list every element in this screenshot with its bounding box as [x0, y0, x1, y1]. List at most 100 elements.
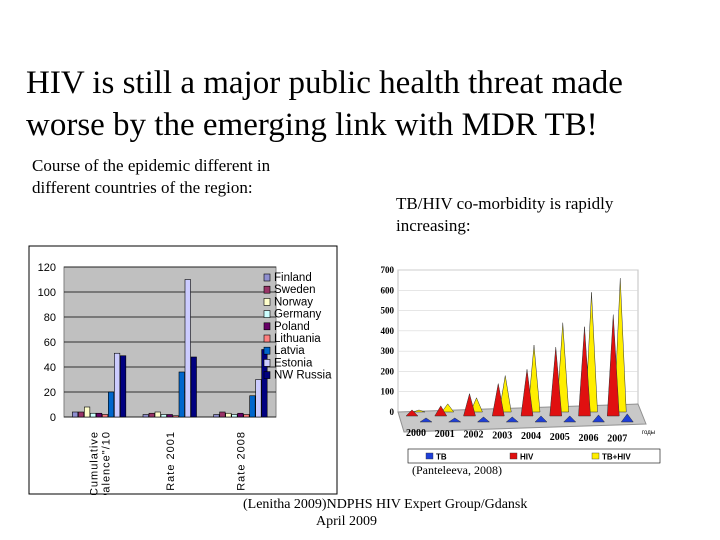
y-tick-label: 80 — [44, 312, 56, 324]
bar-estonia — [184, 279, 191, 418]
bar-germany — [160, 414, 167, 418]
peak-tb — [534, 415, 548, 423]
bar-lithuania — [102, 414, 109, 418]
x-category-label: Rate 2001 — [165, 431, 177, 491]
legend-swatch — [591, 452, 600, 460]
peak-hiv — [606, 314, 620, 417]
bar-latvia — [249, 395, 256, 418]
bar-germany — [231, 414, 238, 418]
right-caption: TB/HIV co-morbidity is rapidly increasin… — [396, 194, 614, 235]
legend-label: TB — [436, 453, 447, 462]
y-tick-label: 0 — [50, 412, 56, 424]
peak-hiv — [549, 347, 563, 417]
x-category-text: "Cumulative — [88, 431, 100, 495]
bar-lithuania — [172, 415, 179, 418]
peak-hiv — [520, 369, 534, 417]
y-tick-label: 300 — [381, 346, 395, 356]
legend-swatch — [263, 359, 271, 367]
bar-sweden — [219, 411, 226, 418]
legend: TB HIV TB+HIV — [407, 448, 661, 464]
y-tick-label: 400 — [381, 326, 395, 336]
peak-hiv — [491, 383, 505, 417]
y-tick-label: 600 — [381, 285, 395, 295]
legend-label: Poland — [274, 321, 310, 333]
plot-backdrop — [397, 269, 639, 413]
y-tick-label: 100 — [381, 387, 395, 397]
bar-latvia — [108, 391, 115, 418]
x-tick-label: 2007 — [607, 434, 627, 445]
legend-label: Norway — [274, 296, 313, 308]
legend-swatch — [263, 310, 271, 318]
x-category-label: Rate 2008 — [236, 431, 248, 491]
x-tick-label: 2004 — [521, 431, 541, 442]
bar-latvia — [178, 371, 185, 418]
x-tick-label: 2006 — [579, 433, 599, 444]
legend-label: NW Russia — [274, 370, 332, 382]
bar-estonia — [114, 352, 121, 418]
country-bar-chart: 0 20 40 60 80 100 120 "Cumulative Prevalence"/10… — [28, 245, 338, 495]
legend-label: Estonia — [274, 357, 313, 369]
chart-citation: (Panteleeva, 2008) — [412, 463, 502, 477]
peak-hiv — [434, 405, 448, 417]
bar-germany — [90, 412, 97, 418]
bar-norway — [84, 406, 91, 418]
x-category-text: Rate 2001 — [165, 431, 177, 491]
legend-swatch — [263, 322, 271, 331]
y-tick-label: 700 — [381, 265, 395, 275]
footer-source: (Lenitha 2009)NDPHS HIV Expert Group/Gda… — [243, 497, 528, 512]
x-tick-label: 2003 — [492, 430, 512, 441]
footer-date: April 2009 — [316, 514, 378, 529]
x-category-text: Rate 2008 — [236, 431, 248, 491]
peak-hiv — [463, 392, 476, 417]
legend-swatch — [263, 298, 271, 306]
peak-tb — [563, 415, 577, 423]
legend-box — [407, 448, 661, 464]
peak-hiv — [578, 326, 591, 417]
x-category-text: Prevalence"/10 — [100, 431, 112, 495]
x-category-label: "Cumulative Prevalence"/10 — [88, 431, 112, 495]
y-tick-label: 500 — [381, 306, 395, 316]
bar-poland — [166, 414, 173, 418]
legend-swatch — [263, 285, 271, 294]
bar-finland — [213, 414, 220, 418]
peak-tb — [447, 417, 462, 423]
y-tick-label: 120 — [38, 262, 56, 274]
legend-swatch — [509, 452, 518, 460]
x-axis-suffix: годы — [642, 430, 655, 436]
legend: FinlandSwedenNorwayGermanyPolandLithuani… — [263, 272, 332, 382]
bar-sweden — [78, 411, 85, 418]
peak-tb — [620, 413, 634, 423]
x-tick-label: 2005 — [550, 432, 570, 443]
x-tick-label: 2000 — [406, 428, 426, 439]
legend-label: Germany — [274, 309, 322, 321]
legend-label: Latvia — [274, 345, 305, 357]
peak-tb — [419, 417, 433, 423]
peak-tb-plus-hiv — [527, 345, 541, 413]
legend-swatch — [425, 452, 434, 460]
legend-label: HIV — [520, 453, 534, 462]
bar-norway — [225, 412, 232, 418]
legend-label: Finland — [274, 272, 312, 284]
slide-title: HIV is still a major public health threa… — [26, 65, 623, 143]
peak-tb-plus-hiv — [585, 292, 598, 413]
legend-swatch — [263, 273, 271, 282]
legend-swatch — [263, 334, 271, 343]
bar-finland — [142, 414, 149, 418]
bar-norway — [154, 411, 161, 418]
y-tick-label: 60 — [44, 337, 56, 349]
bar-nw-russia — [190, 356, 197, 418]
peak-tb — [591, 414, 606, 423]
peak-tb-plus-hiv — [441, 403, 455, 413]
peak-tb-plus-hiv — [412, 409, 426, 413]
bar-poland — [96, 412, 103, 418]
peak-hiv — [405, 409, 419, 417]
peak-tb — [476, 416, 491, 423]
peak-tb-plus-hiv — [556, 322, 570, 413]
y-tick-label: 200 — [381, 366, 395, 376]
bar-poland — [237, 412, 244, 418]
legend-swatch — [263, 371, 271, 379]
y-tick-label: 100 — [38, 287, 56, 299]
y-tick-label: 0 — [390, 407, 395, 417]
bar-finland — [72, 411, 79, 418]
bar-lithuania — [243, 414, 250, 418]
